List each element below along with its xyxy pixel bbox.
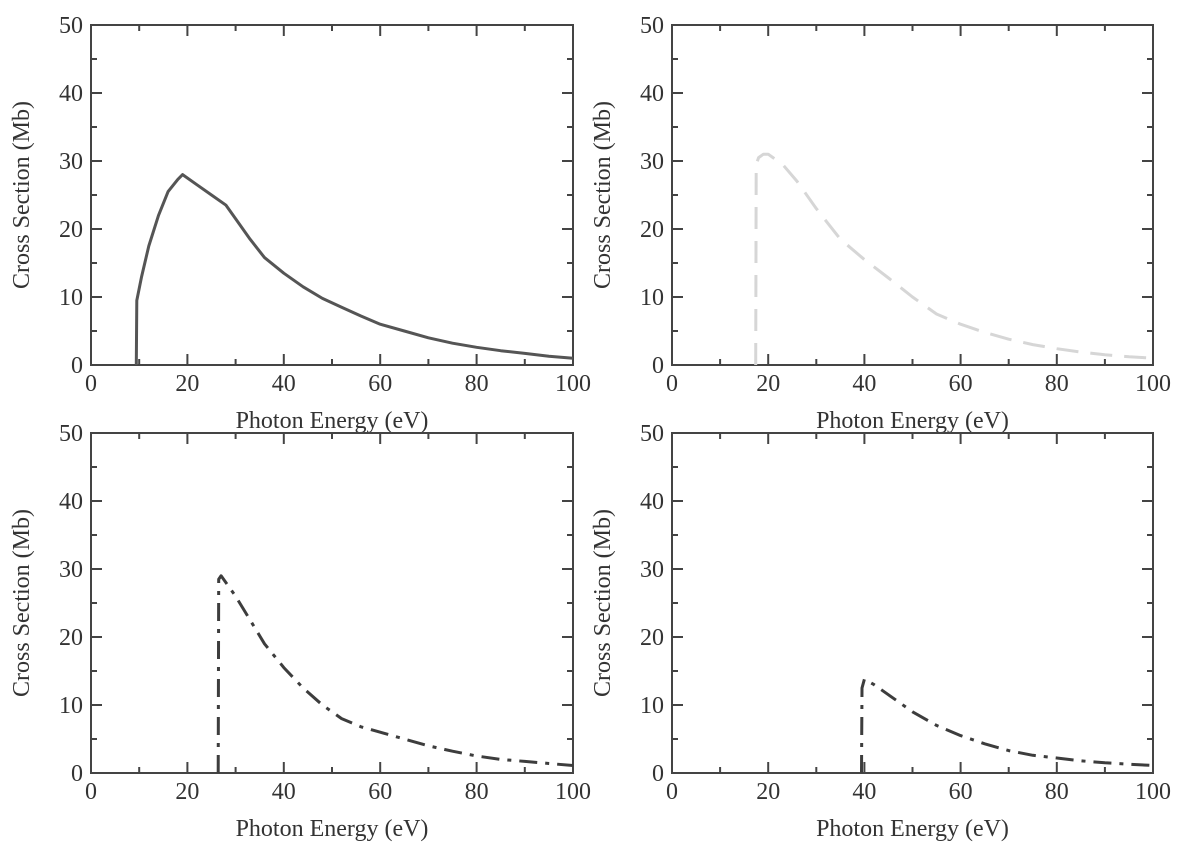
y-tick-label: 40 [59, 81, 83, 107]
cross-section-curve [860, 677, 1154, 774]
x-tick-label: 60 [368, 779, 392, 805]
y-tick-label: 50 [59, 421, 83, 447]
x-axis-label: Photon Energy (eV) [816, 408, 1009, 434]
y-tick-label: 50 [59, 13, 83, 39]
y-tick-label: 20 [640, 625, 664, 651]
cross-section-curve [216, 574, 574, 774]
y-axis-label: Cross Section (Mb) [9, 101, 35, 289]
y-tick-label: 30 [59, 149, 83, 175]
y-tick-label: 10 [640, 285, 664, 311]
x-tick-label: 80 [1045, 779, 1069, 805]
x-tick-label: 0 [666, 371, 678, 397]
y-tick-label: 0 [71, 761, 83, 787]
x-tick-label: 100 [555, 779, 591, 805]
x-tick-label: 100 [1135, 371, 1171, 397]
panel-top-left: 0 20 40 60 80 100 0 10 20 30 40 50 Photon Energy (eV… [9, 13, 591, 434]
y-axis-label: Cross Section (Mb) [590, 101, 616, 289]
cross-section-curve [754, 152, 1154, 366]
panel-bottom-left: 0 20 40 60 80 100 0 10 20 30 40 50 Photon Energy (eV… [9, 421, 591, 842]
y-tick-label: 20 [59, 625, 83, 651]
y-tick-label: 20 [640, 217, 664, 243]
x-tick-label: 20 [175, 371, 199, 397]
x-tick-label: 20 [756, 779, 780, 805]
x-tick-label: 40 [852, 779, 876, 805]
x-tick-label: 40 [272, 779, 296, 805]
x-tick-label: 40 [852, 371, 876, 397]
y-tick-label: 40 [640, 81, 664, 107]
x-axis-label: Photon Energy (eV) [236, 816, 429, 842]
y-axis-label: Cross Section (Mb) [590, 509, 616, 697]
plot-frame [671, 24, 1154, 366]
y-tick-label: 50 [640, 421, 664, 447]
x-axis-label: Photon Energy (eV) [816, 816, 1009, 842]
plot-frame [671, 432, 1154, 774]
x-tick-label: 20 [175, 779, 199, 805]
y-axis-label: Cross Section (Mb) [9, 509, 35, 697]
x-axis-label: Photon Energy (eV) [236, 408, 429, 434]
y-tick-label: 10 [59, 285, 83, 311]
x-tick-label: 40 [272, 371, 296, 397]
y-tick-label: 50 [640, 13, 664, 39]
y-tick-label: 20 [59, 217, 83, 243]
x-tick-label: 0 [85, 779, 97, 805]
plot-frame [90, 24, 574, 366]
y-tick-label: 0 [652, 353, 664, 379]
y-tick-label: 0 [71, 353, 83, 379]
x-tick-label: 80 [1045, 371, 1069, 397]
x-tick-label: 60 [368, 371, 392, 397]
x-tick-label: 0 [666, 779, 678, 805]
x-tick-label: 60 [949, 371, 973, 397]
cross-section-curve [134, 173, 574, 366]
y-tick-label: 40 [59, 489, 83, 515]
x-tick-label: 80 [465, 371, 489, 397]
y-tick-label: 30 [640, 557, 664, 583]
panel-bottom-right: 0 20 40 60 80 100 0 10 20 30 40 50 Photon Energy (eV… [590, 421, 1171, 842]
x-tick-label: 60 [949, 779, 973, 805]
plot-frame [90, 432, 574, 774]
x-tick-label: 0 [85, 371, 97, 397]
x-tick-label: 100 [1135, 779, 1171, 805]
y-tick-label: 40 [640, 489, 664, 515]
panel-top-right: 0 20 40 60 80 100 0 10 20 30 40 50 Photon Energy (eV… [590, 13, 1171, 434]
y-tick-label: 30 [640, 149, 664, 175]
y-tick-label: 10 [640, 693, 664, 719]
x-tick-label: 20 [756, 371, 780, 397]
y-tick-label: 30 [59, 557, 83, 583]
y-tick-label: 0 [652, 761, 664, 787]
y-tick-label: 10 [59, 693, 83, 719]
x-tick-label: 100 [555, 371, 591, 397]
x-tick-label: 80 [465, 779, 489, 805]
